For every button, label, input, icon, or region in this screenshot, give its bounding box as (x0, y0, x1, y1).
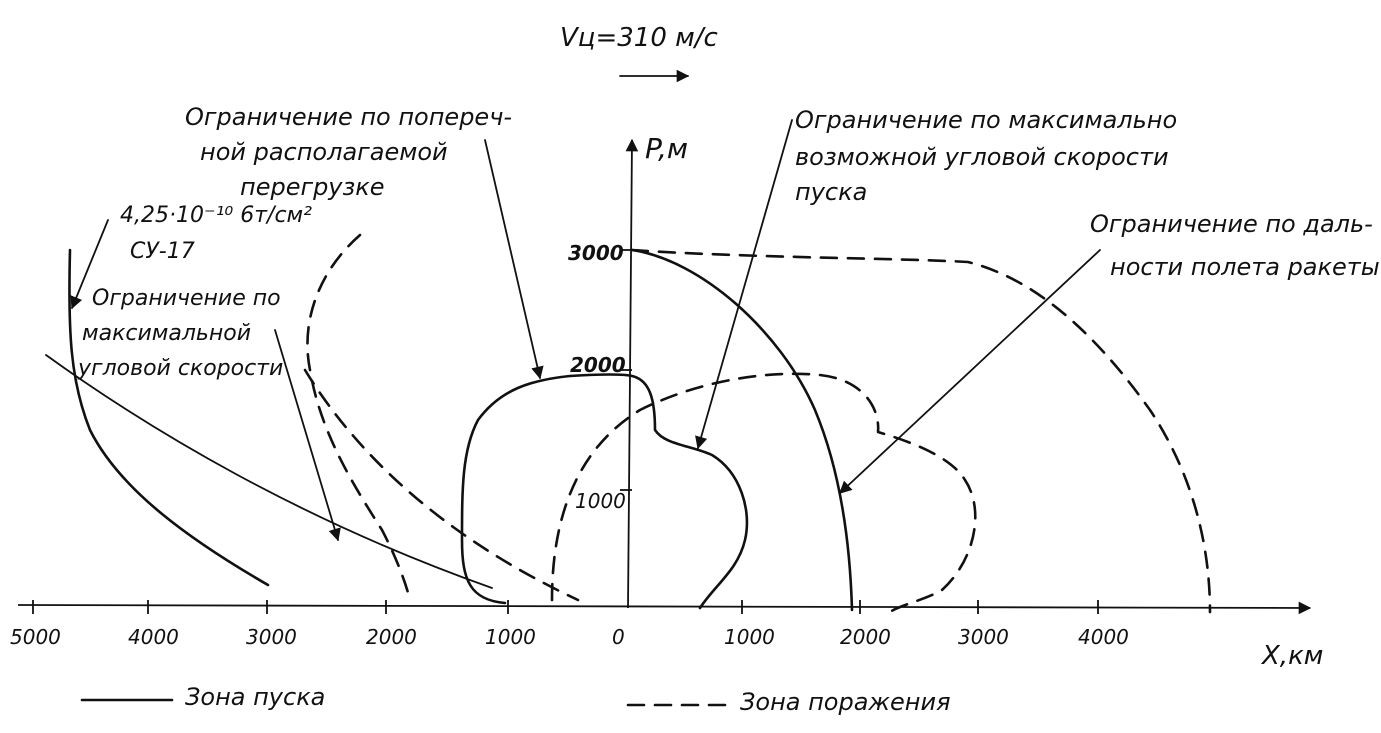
x-axis-ticks (32, 600, 1099, 614)
range-limit-arrow (839, 249, 1101, 494)
annotation-max-angular: Ограничение по максимальной угловой скор… (77, 286, 283, 381)
x-tick-label: 3000 (958, 625, 1009, 649)
annotation-max-angular-launch: Ограничение по максимально возможной угл… (795, 106, 1177, 206)
annotation-range-limit: Ограничение по даль- ности полета ракеты (1090, 210, 1380, 281)
x-tick-label: 5000 (10, 625, 61, 649)
x-tick-labels: 5000 4000 3000 2000 1000 0 1000 2000 300… (10, 625, 1129, 649)
y-tick-label: 3000 (568, 241, 624, 265)
annotation-line: максимальной (82, 321, 251, 346)
max-angular-arrow (274, 329, 341, 542)
y-tick-label: 1000 (575, 489, 626, 513)
annotation-lateral-limit: Ограничение по попереч- ной располагаемо… (185, 103, 512, 201)
legend: Зона пуска Зона поражения (80, 683, 951, 716)
annotation-line: ной располагаемой (200, 138, 448, 166)
launch-zone-inner (460, 373, 749, 610)
x-tick-label: 2000 (366, 625, 417, 649)
legend-solid-label: Зона пуска (185, 683, 325, 711)
x-tick-label: 1000 (724, 625, 775, 649)
annotation-line: Ограничение по (92, 286, 281, 311)
y-tick-label: 2000 (570, 353, 626, 377)
annotation-line: пуска (795, 178, 867, 206)
launch-zone-left-steep (68, 248, 270, 587)
annotation-target-params: 4,25·10⁻¹⁰ 6т/см² СУ-17 (120, 203, 312, 264)
lateral-limit-arrow (484, 139, 544, 380)
kill-zone-left-outer (306, 233, 412, 602)
annotation-line: ности полета ракеты (1110, 253, 1380, 281)
kill-zone-inner (550, 372, 977, 614)
annotation-line: 4,25·10⁻¹⁰ 6т/см² (120, 203, 312, 228)
kill-zone-outer (630, 248, 1212, 614)
kill-zone-left-mid (303, 368, 580, 602)
x-tick-label: 4000 (1078, 625, 1129, 649)
max-angular-launch-arrow (695, 119, 793, 450)
launch-zone-left-shallow (45, 354, 493, 589)
x-tick-label: 3000 (246, 625, 297, 649)
annotation-line: Ограничение по максимально (795, 106, 1177, 134)
annotation-line: Ограничение по попереч- (185, 103, 512, 131)
x-axis (17, 601, 1312, 615)
target-params-arrow (70, 219, 109, 310)
x-axis-label: X,км (1260, 641, 1323, 671)
annotation-line: угловой скорости (77, 356, 283, 381)
y-axis-label: P,м (645, 132, 688, 165)
x-tick-label: 0 (612, 625, 625, 649)
annotation-line: перегрузке (240, 173, 385, 201)
speed-label: Vц=310 м/с (560, 23, 718, 53)
y-axis-ticks (620, 249, 632, 491)
x-tick-label: 1000 (485, 625, 536, 649)
annotation-line: возможной угловой скорости (795, 143, 1169, 171)
x-tick-label: 2000 (840, 625, 891, 649)
y-axis (625, 138, 639, 609)
annotation-line: Ограничение по даль- (1090, 210, 1373, 238)
annotation-line: СУ-17 (130, 239, 195, 264)
launch-zone-outer (630, 248, 854, 612)
x-tick-label: 4000 (128, 625, 179, 649)
legend-dashed-label: Зона поражения (740, 688, 951, 716)
